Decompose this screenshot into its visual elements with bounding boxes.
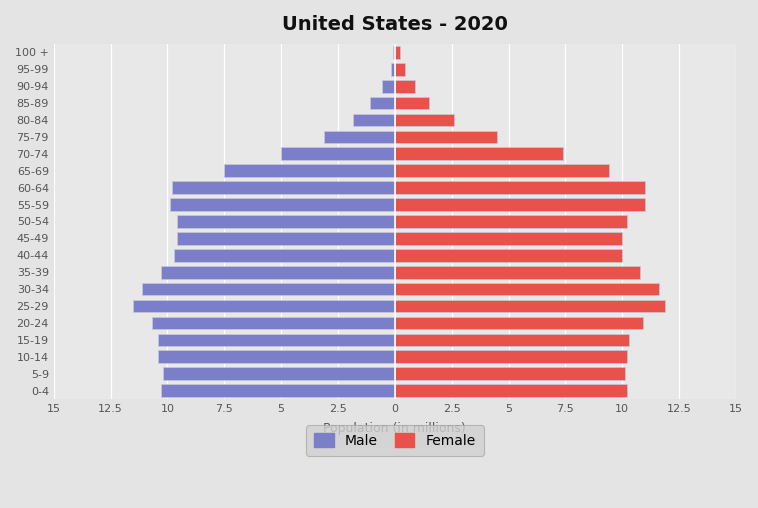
Bar bbox=[152, 316, 395, 329]
Bar bbox=[352, 114, 395, 126]
Bar bbox=[395, 198, 645, 211]
Bar bbox=[161, 384, 395, 397]
Bar bbox=[395, 367, 625, 380]
Title: United States - 2020: United States - 2020 bbox=[282, 15, 508, 34]
Bar bbox=[395, 283, 659, 296]
Bar bbox=[395, 266, 641, 278]
Bar bbox=[395, 80, 415, 92]
Bar bbox=[395, 165, 609, 177]
Bar bbox=[395, 215, 627, 228]
Bar bbox=[370, 97, 395, 109]
Bar bbox=[393, 46, 395, 59]
Bar bbox=[395, 131, 497, 143]
Bar bbox=[395, 181, 645, 194]
Bar bbox=[143, 283, 395, 296]
Bar bbox=[174, 249, 395, 262]
Bar bbox=[391, 63, 395, 76]
Bar bbox=[395, 249, 622, 262]
Bar bbox=[395, 46, 400, 59]
Bar bbox=[163, 367, 395, 380]
Bar bbox=[324, 131, 395, 143]
Bar bbox=[395, 97, 429, 109]
Bar bbox=[170, 198, 395, 211]
Bar bbox=[158, 351, 395, 363]
Bar bbox=[177, 232, 395, 245]
Bar bbox=[224, 165, 395, 177]
Bar bbox=[172, 181, 395, 194]
Bar bbox=[395, 316, 643, 329]
Bar bbox=[177, 215, 395, 228]
Bar bbox=[395, 147, 563, 160]
X-axis label: Population (in millions): Population (in millions) bbox=[324, 422, 466, 435]
Bar bbox=[395, 232, 622, 245]
Bar bbox=[395, 114, 454, 126]
Bar bbox=[382, 80, 395, 92]
Bar bbox=[395, 63, 405, 76]
Bar bbox=[395, 384, 627, 397]
Bar bbox=[395, 334, 629, 346]
Bar bbox=[158, 334, 395, 346]
Bar bbox=[395, 351, 627, 363]
Legend: Male, Female: Male, Female bbox=[306, 425, 484, 456]
Bar bbox=[281, 147, 395, 160]
Bar bbox=[395, 300, 666, 312]
Bar bbox=[161, 266, 395, 278]
Bar bbox=[133, 300, 395, 312]
